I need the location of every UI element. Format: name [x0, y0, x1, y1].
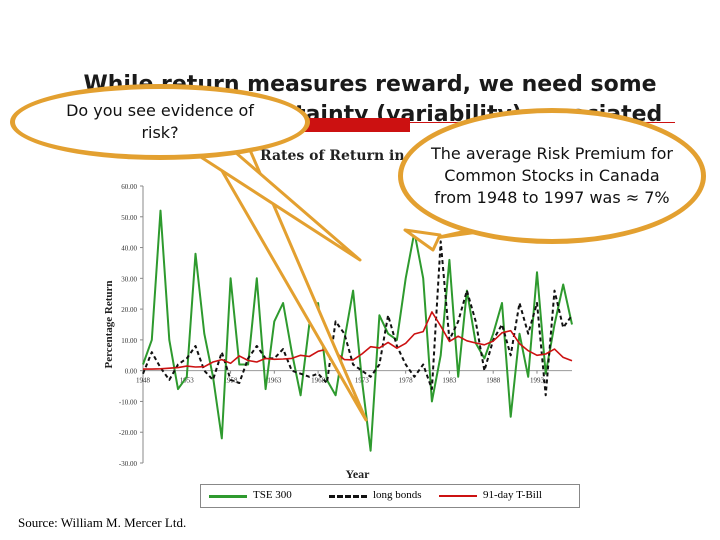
- callout-pointer-3: [403, 228, 442, 252]
- legend-label-tbill: 91-day T-Bill: [483, 489, 542, 501]
- y-tick-label: 0.00: [125, 368, 138, 376]
- series-line-long-bonds: [142, 240, 573, 397]
- y-tick-label: 10.00: [121, 337, 137, 345]
- x-tick-label: 1963: [267, 377, 282, 385]
- legend-swatch-tse: [209, 495, 247, 498]
- callout-left-text: Do you see evidence of risk?: [66, 101, 254, 142]
- legend-swatch-tbill: [439, 495, 477, 497]
- x-tick-label: 1968: [311, 377, 326, 385]
- y-tick-label: 40.00: [121, 245, 137, 253]
- legend-label-tse: TSE 300: [253, 489, 292, 501]
- x-tick-label: 1993: [530, 377, 545, 385]
- y-tick-label: 50.00: [121, 214, 137, 222]
- y-axis-label: Percentage Return: [103, 280, 115, 368]
- y-tick-label: -10.00: [119, 398, 138, 406]
- source-note: Source: William M. Mercer Ltd.: [18, 515, 187, 530]
- callout-left: Do you see evidence of risk?: [10, 84, 310, 160]
- x-tick-label: 1983: [442, 377, 457, 385]
- legend-label-bonds: long bonds: [373, 489, 422, 501]
- chart-legend: TSE 300 long bonds 91-day T-Bill: [200, 484, 580, 508]
- y-tick-label: 20.00: [121, 306, 137, 314]
- legend-swatch-bonds: [329, 495, 367, 498]
- series-line-tse-300: [142, 209, 573, 452]
- y-tick-label: -30.00: [119, 460, 138, 468]
- callout-right: The average Risk Premium for Common Stoc…: [398, 108, 706, 244]
- y-tick-label: 30.00: [121, 275, 137, 283]
- x-axis-label: Year: [346, 467, 371, 481]
- x-tick-label: 1953: [180, 377, 195, 385]
- x-tick-label: 1978: [399, 377, 414, 385]
- x-tick-label: 1948: [136, 377, 151, 385]
- callout-right-text: The average Risk Premium for Common Stoc…: [431, 144, 673, 207]
- chart-series: [142, 209, 573, 452]
- y-tick-label: 60.00: [121, 183, 137, 191]
- series-line-t-bill: [143, 311, 573, 370]
- y-tick-label: -20.00: [119, 429, 138, 437]
- x-tick-label: 1988: [486, 377, 501, 385]
